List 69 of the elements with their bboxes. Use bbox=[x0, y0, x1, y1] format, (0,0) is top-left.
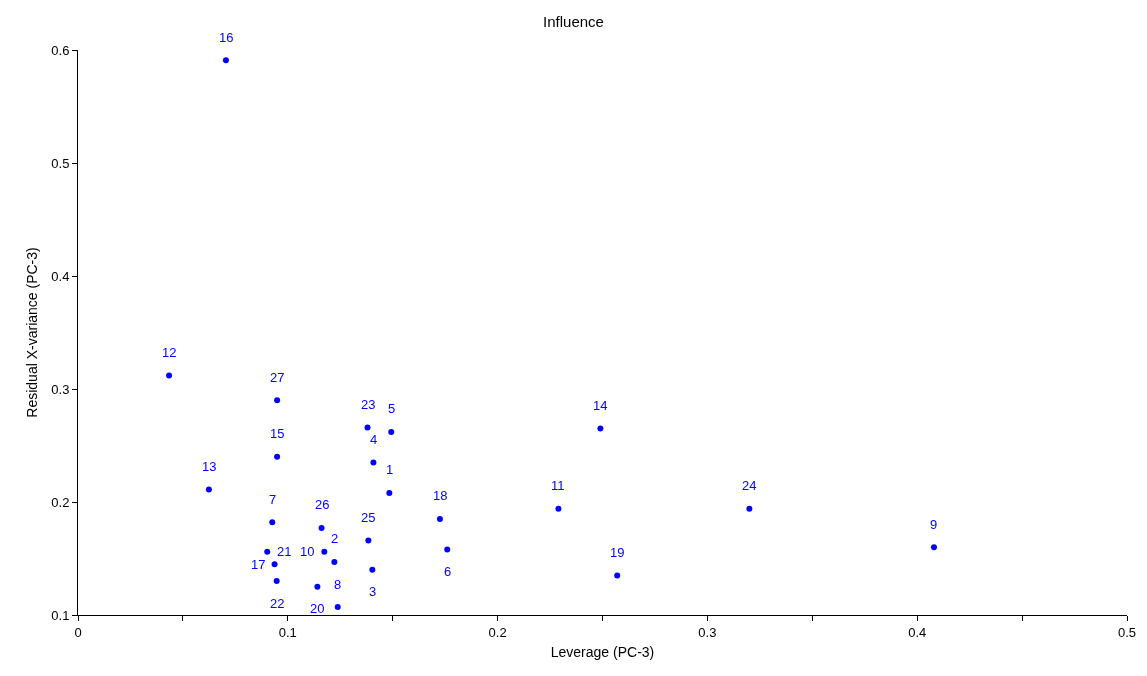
x-tick-label: 0.5 bbox=[1117, 624, 1137, 640]
annotation: 3 bbox=[369, 584, 377, 599]
point bbox=[597, 425, 604, 432]
point bbox=[222, 57, 229, 64]
y-tick-label: 0.5 bbox=[51, 155, 70, 171]
annotation: 17 bbox=[251, 557, 266, 572]
y-tick-label: 0.3 bbox=[51, 381, 70, 397]
annotation: 27 bbox=[270, 370, 285, 385]
point bbox=[274, 397, 281, 404]
x-tick-label: 0.3 bbox=[698, 624, 717, 640]
y-tick-label: 0.4 bbox=[51, 268, 70, 284]
annotation: 20 bbox=[310, 601, 325, 616]
point bbox=[274, 453, 281, 460]
x-tick-label: 0 bbox=[74, 624, 82, 640]
annotation: 14 bbox=[593, 398, 608, 413]
point bbox=[205, 486, 212, 493]
point bbox=[321, 548, 328, 555]
x-tick-label: 0.1 bbox=[278, 624, 297, 640]
point bbox=[555, 505, 562, 512]
y-tick-label: 0.1 bbox=[51, 607, 70, 623]
point bbox=[436, 515, 443, 522]
annotation: 1 bbox=[386, 462, 394, 477]
point bbox=[365, 537, 372, 544]
point bbox=[369, 566, 376, 573]
annotation: 18 bbox=[433, 488, 448, 503]
annotation: 16 bbox=[219, 30, 234, 45]
point bbox=[271, 561, 278, 568]
point bbox=[264, 548, 271, 555]
y-tick-label: 0.2 bbox=[51, 494, 70, 510]
annotation: 12 bbox=[162, 345, 177, 360]
point bbox=[334, 604, 341, 611]
point bbox=[314, 583, 321, 590]
x-tick-label: 0.4 bbox=[908, 624, 927, 640]
y-axis-title: Residual X-variance (PC-3) bbox=[23, 247, 40, 418]
point bbox=[614, 572, 621, 579]
annotation: 6 bbox=[444, 564, 452, 579]
point bbox=[388, 428, 395, 435]
annotation: 11 bbox=[551, 478, 565, 493]
x-tick-label: 0.2 bbox=[488, 624, 507, 640]
point bbox=[746, 505, 753, 512]
point bbox=[370, 459, 377, 466]
y-tick-label: 0.6 bbox=[51, 42, 70, 58]
annotation: 25 bbox=[361, 510, 376, 525]
annotation: 21 bbox=[277, 544, 292, 559]
point bbox=[273, 578, 280, 585]
annotation: 22 bbox=[270, 596, 285, 611]
point bbox=[930, 544, 937, 551]
annotation: 10 bbox=[300, 544, 315, 559]
annotation: 4 bbox=[370, 432, 378, 447]
point bbox=[364, 424, 371, 431]
annotation: 5 bbox=[388, 401, 396, 416]
point bbox=[166, 372, 173, 379]
point bbox=[386, 489, 393, 496]
x-axis-title: Leverage (PC-3) bbox=[550, 643, 655, 660]
point bbox=[444, 546, 451, 553]
annotation: 19 bbox=[610, 545, 625, 560]
chart-title: Influence bbox=[543, 13, 604, 31]
annotation: 24 bbox=[742, 478, 757, 493]
annotation: 26 bbox=[315, 497, 330, 512]
annotation: 15 bbox=[270, 426, 285, 441]
annotation: 13 bbox=[202, 459, 217, 474]
annotation: 2 bbox=[331, 531, 339, 546]
point bbox=[269, 519, 276, 526]
annotation: 7 bbox=[269, 492, 277, 507]
point bbox=[331, 558, 338, 565]
annotation: 9 bbox=[930, 517, 938, 532]
annotation: 8 bbox=[334, 577, 342, 592]
point bbox=[318, 524, 325, 531]
annotation: 23 bbox=[361, 397, 376, 412]
